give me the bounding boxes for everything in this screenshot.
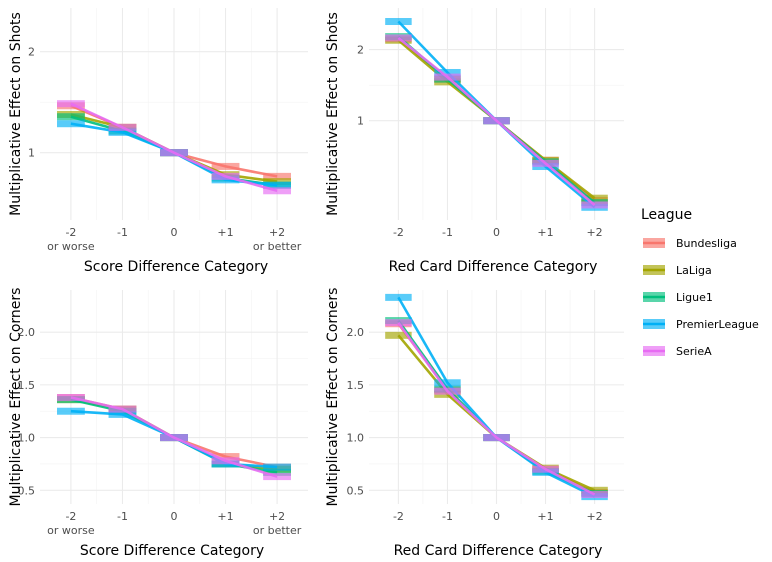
x-tick-label: +2 [269,510,285,523]
legend-key-ligue1: Ligue1 [643,291,713,304]
legend-label: Ligue1 [676,291,713,304]
series-seriea [385,319,608,499]
x-tick-label: -1 [442,226,453,239]
x-tick-label: +1 [537,510,553,523]
legend: League Bundesliga LaLiga Ligue1 PremierLeag… [641,207,759,358]
x-tick-label: or better [253,524,302,537]
panel-4: 0.5 1.0 1.5 2.0 -2 -1 0 +1 +2 Red Card Difference… [325,288,624,559]
x-tick-label: -1 [117,226,128,239]
data-band [385,319,412,327]
series-seriea [57,394,291,481]
panel-2: 1 2 -2 -1 0 +1 +2 Red Card Difference Category M… [325,8,624,275]
series-line [70,102,278,193]
legend-key-premierleague: PremierLeague [643,318,759,331]
series-line [397,36,596,206]
x-tick-label: -2 [393,226,404,239]
legend-key-laliga: LaLiga [643,264,712,277]
legend-items: Bundesliga LaLiga Ligue1 PremierLeague Serie… [643,237,759,358]
y-tick-label: 1 [28,147,35,160]
y-tick-label: 1.0 [18,432,36,445]
x-tick-label: or worse [47,240,95,253]
x-axis-title: Red Card Difference Category [394,543,603,559]
y-tick-label: 2 [28,46,35,59]
x-axis-title: Red Card Difference Category [389,259,598,275]
y-tick-label: 1.0 [347,432,365,445]
x-tick-label: -2 [393,510,404,523]
panel-1: 1 2 -2or worse -1 0 +1 +2or better Score Differ… [8,8,308,275]
y-tick-label: 0.5 [18,484,36,497]
panel-3: 0.5 1.0 1.5 2.0 -2or worse -1 0 +1 +2or better Sc… [8,288,308,559]
y-axis-title: Multiplicative Effect on Shots [8,12,24,216]
legend-title: League [641,207,692,223]
y-tick-label: 1.5 [347,379,365,392]
data-band [385,293,412,301]
series-line [397,321,596,496]
x-tick-label: 0 [493,226,500,239]
x-axis-title: Score Difference Category [84,259,268,275]
x-tick-label: -1 [442,510,453,523]
y-axis-title: Multiplicative Effect on Shots [325,12,341,216]
x-tick-label: 0 [493,510,500,523]
x-tick-label: +1 [217,510,233,523]
x-tick-label: -2 [65,510,76,523]
series-line [70,396,278,478]
y-tick-label: 2.0 [18,326,36,339]
x-tick-label: +1 [537,226,553,239]
x-tick-label: +2 [586,510,602,523]
y-tick-label: 1 [357,115,364,128]
y-tick-label: 0.5 [347,484,365,497]
y-axis-title: Multiplicative Effect on Corners [325,288,341,507]
legend-label: Bundesliga [676,237,737,250]
x-tick-label: +2 [586,226,602,239]
x-tick-label: -1 [117,510,128,523]
series-seriea [57,100,291,195]
x-tick-label: +1 [217,226,233,239]
legend-label: LaLiga [676,264,712,277]
y-tick-label: 1.5 [18,379,36,392]
legend-key-seriea: SerieA [643,345,712,358]
x-tick-label: 0 [171,226,178,239]
legend-label: PremierLeague [676,318,759,331]
x-tick-label: 0 [171,510,178,523]
x-tick-label: -2 [65,226,76,239]
y-tick-label: 2.0 [347,326,365,339]
y-axis-title: Multiplicative Effect on Corners [8,288,24,507]
x-axis-title: Score Difference Category [80,543,264,559]
legend-label: SerieA [676,345,712,358]
x-tick-label: or better [253,240,302,253]
x-tick-label: or worse [47,524,95,537]
x-tick-label: +2 [269,226,285,239]
series-seriea [385,34,608,209]
y-tick-label: 2 [357,44,364,57]
legend-key-bundesliga: Bundesliga [643,237,737,250]
